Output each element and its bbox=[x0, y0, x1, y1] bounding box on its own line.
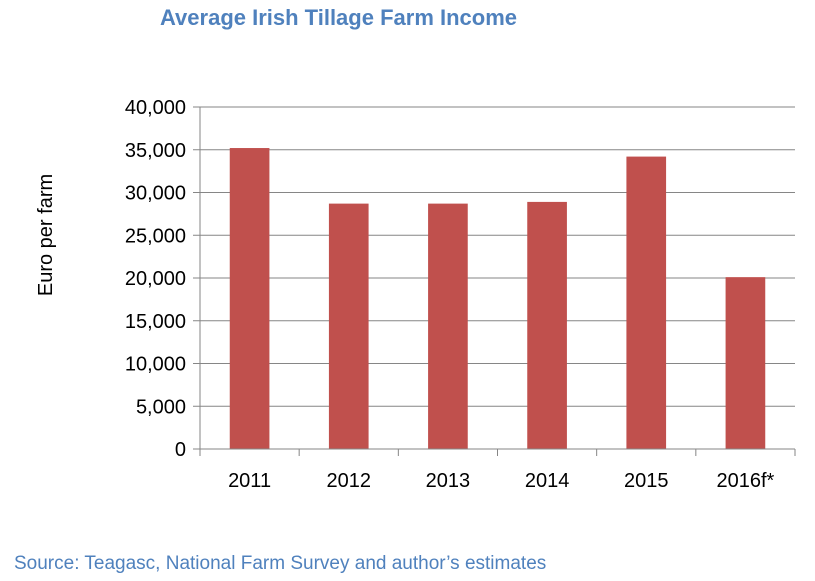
y-axis-label: Euro per farm bbox=[35, 174, 57, 296]
bar-2015 bbox=[626, 156, 667, 449]
y-tick-label: 20,000 bbox=[125, 268, 186, 290]
y-tick-label: 35,000 bbox=[125, 140, 186, 162]
y-tick-label: 40,000 bbox=[125, 97, 186, 119]
bar-2016f bbox=[725, 277, 766, 449]
source-note: Source: Teagasc, National Farm Survey an… bbox=[14, 553, 547, 574]
gridlines bbox=[200, 106, 795, 407]
y-tick-label: 10,000 bbox=[125, 354, 186, 376]
bars bbox=[229, 148, 766, 450]
axes bbox=[193, 106, 796, 456]
y-tick-label: 25,000 bbox=[125, 225, 186, 247]
x-tick-label: 2014 bbox=[525, 470, 570, 492]
chart-title: Average Irish Tillage Farm Income bbox=[159, 5, 518, 30]
bar-2011 bbox=[229, 148, 270, 450]
bar-2012 bbox=[328, 203, 369, 449]
y-tick-label: 0 bbox=[175, 439, 186, 461]
y-tick-label: 30,000 bbox=[125, 183, 186, 205]
y-tick-label: 5,000 bbox=[136, 396, 186, 418]
x-tick-label: 2013 bbox=[426, 470, 471, 492]
x-tick-label: 2011 bbox=[228, 470, 271, 492]
bar-2013 bbox=[428, 203, 468, 449]
x-tick-label: 2016f* bbox=[716, 470, 774, 492]
tick-labels: 0 5,000 10,000 15,000 20,000 25,000 30,000 35,0… bbox=[125, 97, 775, 492]
bar-2014 bbox=[527, 201, 567, 449]
x-tick-label: 2012 bbox=[327, 470, 372, 492]
y-tick-label: 15,000 bbox=[125, 311, 186, 333]
x-tick-label: 2015 bbox=[624, 470, 669, 492]
